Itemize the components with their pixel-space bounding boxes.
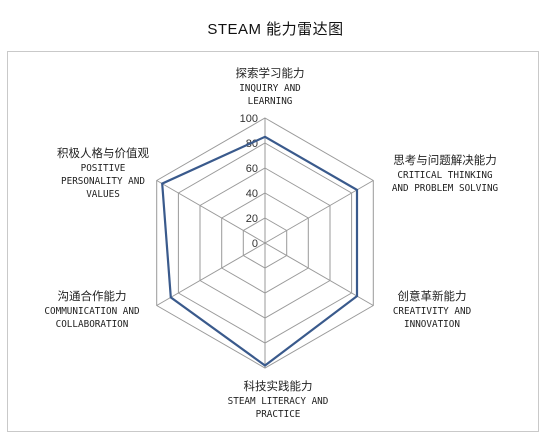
- axis-label-en-3-1: CREATIVITY AND: [393, 306, 472, 317]
- tick-label-0: 0: [252, 238, 258, 250]
- axis-label-cn-1: 探索学习能力: [236, 66, 305, 80]
- axis-label-en-4-1: STEAM LITERACY AND: [228, 396, 329, 407]
- chart-frame: [7, 51, 539, 432]
- axis-spoke-3: [264, 242, 374, 306]
- axis-label-cn-6: 积极人格与价值观: [57, 146, 149, 160]
- axis-label-en-6-3: VALUES: [86, 189, 120, 200]
- axis-spoke-5: [156, 242, 266, 306]
- axis-label-en-6-1: POSITIVE: [81, 163, 126, 174]
- axis-label-en-1-1: INQUIRY AND: [239, 83, 301, 94]
- axis-spoke-6: [156, 180, 266, 244]
- axis-label-en-4-2: PRACTICE: [256, 409, 301, 420]
- chart-title: STEAM 能力雷达图: [207, 21, 344, 38]
- axis-label-en-2-1: CRITICAL THINKING: [397, 170, 493, 181]
- tick-label-20: 20: [246, 213, 258, 225]
- axis-label-cn-3: 创意革新能力: [398, 289, 467, 303]
- axis-label-en-5-1: COMMUNICATION AND: [44, 306, 140, 317]
- axis-label-en-3-2: INNOVATION: [404, 319, 460, 330]
- tick-label-100: 100: [240, 113, 258, 125]
- tick-label-40: 40: [246, 188, 258, 200]
- axis-label-cn-4: 科技实践能力: [244, 379, 313, 393]
- data-series-polygon: [161, 135, 359, 367]
- tick-label-60: 60: [246, 163, 258, 175]
- axis-label-en-6-2: PERSONALITY AND: [61, 176, 145, 187]
- axis-label-cn-5: 沟通合作能力: [58, 289, 127, 303]
- axis-label-cn-2: 思考与问题解决能力: [393, 153, 497, 167]
- axis-label-en-5-2: COLLABORATION: [56, 319, 129, 330]
- axis-spoke-2: [264, 180, 374, 244]
- axis-label-en-1-2: LEARNING: [248, 96, 293, 107]
- axis-label-en-2-2: AND PROBLEM SOLVING: [392, 183, 499, 194]
